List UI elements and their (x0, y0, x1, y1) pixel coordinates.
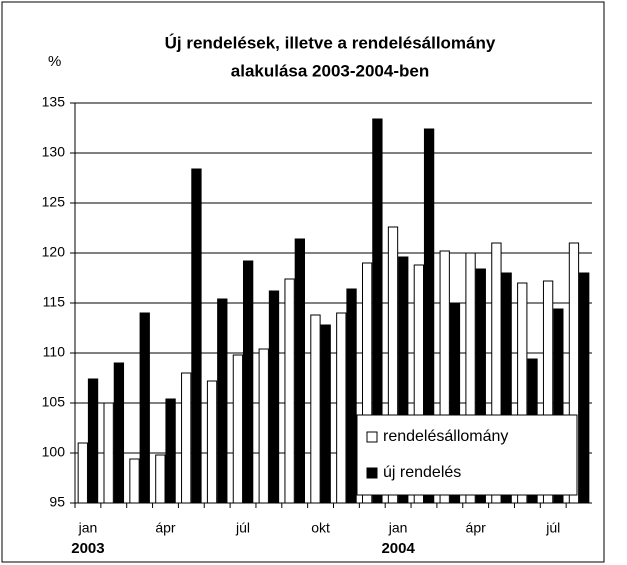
bar (553, 308, 564, 504)
bar (217, 298, 228, 504)
frame (1, 1, 605, 563)
bar (139, 312, 150, 504)
year-label: 2003 (71, 540, 104, 557)
bar (517, 282, 528, 504)
bar (336, 312, 347, 504)
bar (398, 256, 409, 504)
x-tick-label: júl (235, 520, 250, 536)
x-tick-label: ápr (155, 520, 176, 536)
x-tick-label: jan (78, 520, 98, 536)
bar (387, 226, 399, 504)
bar (113, 362, 125, 504)
bar (191, 168, 202, 504)
y-tick-label: 105 (42, 394, 66, 410)
bar (129, 458, 140, 504)
bar (155, 454, 166, 504)
bar (372, 118, 383, 504)
chart-title: Új rendelések, illetve a rendelésállomán… (165, 33, 496, 52)
bar (362, 262, 373, 504)
bar (103, 402, 114, 504)
y-tick-label: 115 (43, 294, 66, 310)
x-tick-label: ápr (466, 520, 487, 536)
bar (268, 290, 280, 504)
legend-box (356, 414, 578, 496)
y-tick-label: 120 (42, 244, 66, 260)
bar (542, 280, 554, 504)
y-tick-label: 135 (42, 94, 66, 110)
bar (284, 278, 295, 504)
y-tick-label: 100 (42, 444, 66, 460)
bar (258, 348, 269, 504)
bar (294, 238, 305, 504)
bar (423, 128, 435, 504)
chart-title: alakulása 2003-2004-ben (231, 61, 429, 80)
bar (449, 302, 461, 504)
bar (465, 252, 476, 504)
legend-label: rendelésállomány (383, 428, 508, 445)
x-tick-label: okt (311, 520, 330, 536)
bar (310, 314, 321, 504)
bar (77, 442, 88, 504)
bar (181, 372, 192, 504)
bar (165, 398, 176, 504)
bar (413, 264, 425, 504)
legend-swatch (366, 467, 378, 479)
bar (87, 378, 99, 504)
bar (475, 268, 486, 504)
bar (206, 380, 218, 504)
y-tick-label: 95 (49, 494, 65, 510)
bar (579, 272, 590, 504)
y-tick-label: 110 (43, 344, 66, 360)
bar (346, 288, 357, 504)
x-tick-label: jan (388, 520, 408, 536)
year-label: 2004 (381, 540, 415, 557)
y-axis-label: % (48, 53, 61, 70)
bar (491, 242, 502, 504)
bar (320, 324, 331, 504)
bar (501, 272, 512, 504)
y-tick-label: 125 (42, 194, 66, 210)
legend-label: új rendelés (383, 464, 461, 481)
bar (242, 260, 254, 504)
bar (439, 250, 450, 504)
y-tick-label: 130 (42, 144, 66, 160)
x-tick-label: júl (545, 520, 560, 536)
bar (568, 242, 580, 504)
bar (232, 354, 244, 504)
legend-swatch (366, 431, 378, 443)
